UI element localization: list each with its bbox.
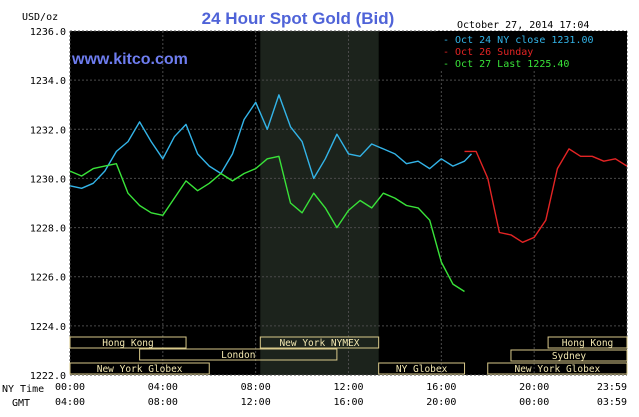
nymex-session-shade [260, 31, 379, 375]
market-session-bar [139, 348, 338, 361]
series-line-2 [69, 155, 465, 293]
x-tick-label-gmt: 03:59 [597, 397, 627, 408]
series-line-1 [464, 148, 628, 244]
x-tick-label-gmt: 16:00 [333, 397, 363, 408]
market-session-label: London [221, 350, 255, 361]
legend-box [437, 31, 627, 71]
x-tick-label-ny: 08:00 [241, 382, 271, 393]
market-session-label: Hong Kong [562, 338, 613, 349]
legend-entry: - Oct 26 Sunday [443, 47, 533, 58]
market-session-bar [69, 362, 210, 375]
y-tick-label: 1222.0 [30, 371, 66, 382]
market-session-label: Sydney [552, 351, 587, 362]
market-session-label: New York Globex [514, 364, 600, 375]
x-tick-label-ny: 00:00 [55, 382, 85, 393]
market-session-bar [259, 336, 380, 349]
market-session-label: NY Globex [396, 364, 448, 375]
legend-entry: - Oct 24 NY close 1231.00 [443, 35, 594, 46]
x-tick-label-ny: 23:59 [597, 382, 627, 393]
y-tick-label: 1234.0 [30, 76, 66, 87]
x-tick-label-gmt: 12:00 [241, 397, 271, 408]
y-tick-label: 1230.0 [30, 174, 66, 185]
y-tick-label: 1236.0 [30, 27, 66, 38]
market-session-bar [378, 362, 466, 375]
x-tick-label-ny: 12:00 [333, 382, 363, 393]
watermark: www.kitco.com [71, 51, 188, 68]
y-tick-label: 1226.0 [30, 273, 66, 284]
x-tick-label-gmt: 08:00 [148, 397, 178, 408]
market-session-bar [547, 336, 628, 349]
x-tick-label-gmt: 00:00 [519, 397, 549, 408]
chart-title: 24 Hour Spot Gold (Bid) [202, 9, 395, 28]
gmt-label: GMT [12, 398, 30, 409]
y-tick-label: 1228.0 [30, 224, 66, 235]
series-lines [69, 94, 628, 293]
ny-time-label: NY Time [2, 384, 44, 395]
x-tick-label-gmt: 20:00 [426, 397, 456, 408]
legend: - Oct 24 NY close 1231.00- Oct 26 Sunday… [437, 31, 627, 71]
market-session-label: Hong Kong [102, 338, 153, 349]
y-tick-labels: 1236.0 1234.0 1232.0 1230.0 1228.0 1226.0 1224… [30, 27, 66, 382]
market-session-bar [69, 336, 187, 349]
market-session-bar [487, 362, 628, 375]
y-axis-label: USD/oz [22, 12, 58, 23]
y-tick-label: 1232.0 [30, 125, 66, 136]
timestamp: October 27, 2014 17:04 [457, 20, 589, 31]
series-line-0 [69, 94, 473, 190]
market-session-label: New York NYMEX [279, 338, 359, 349]
market-session-label: New York Globex [97, 364, 183, 375]
x-tick-label-gmt: 04:00 [55, 397, 85, 408]
x-tick-label-ny: 20:00 [519, 382, 549, 393]
market-sessions: Hong Kong London New York Globex New York N… [69, 336, 628, 375]
legend-entry: - Oct 27 Last 1225.40 [443, 59, 569, 70]
x-tick-labels: 00:00 04:00 08:00 12:00 16:00 20:00 23:59 04:00… [55, 382, 627, 408]
x-tick-label-ny: 16:00 [426, 382, 456, 393]
x-tick-label-ny: 04:00 [148, 382, 178, 393]
market-session-bar [510, 349, 628, 362]
y-tick-label: 1224.0 [30, 322, 66, 333]
